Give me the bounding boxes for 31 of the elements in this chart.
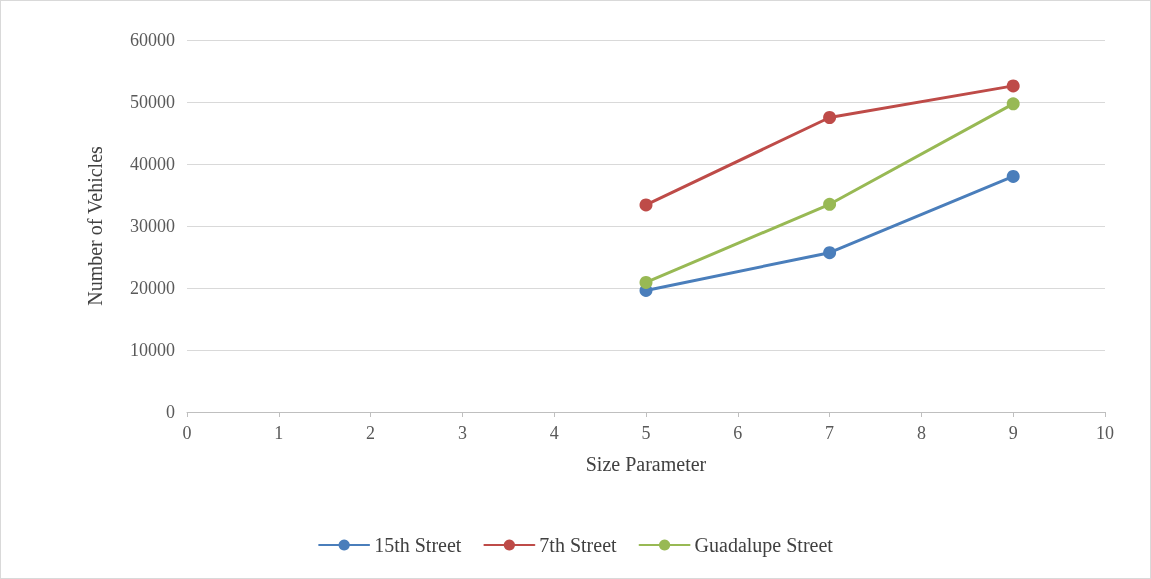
y-tick-label: 40000 [130,154,175,174]
y-tick-label: 50000 [130,92,175,112]
legend-label: 7th Street [539,534,618,556]
point [1006,97,1020,111]
y-tick-label: 10000 [130,340,175,360]
point [1006,79,1020,93]
x-tick-label: 2 [366,423,376,443]
legend-label: Guadalupe Street [694,534,834,557]
point [823,246,837,260]
x-tick-label: 1 [274,423,284,443]
y-tick-label: 30000 [130,216,175,236]
x-tick-label: 7 [825,423,835,443]
point [823,111,837,124]
legend-label: 15th Street [374,534,462,556]
point [639,275,653,289]
point [1006,169,1020,183]
x-tick-label: 8 [916,423,926,443]
y-tick-label: 60000 [130,30,175,50]
y-tick-label: 20000 [130,278,175,298]
x-tick-label: 4 [549,423,559,443]
x-tick-label: 3 [457,423,467,443]
x-axis-title: Size Parameter [585,453,707,475]
x-tick-label: 5 [641,423,651,443]
x-tick-label: 9 [1008,423,1018,443]
x-tick-label: 0 [182,423,192,443]
y-axis-title: Number of Vehicles [84,145,106,306]
x-tick-label: 10 [1096,423,1114,443]
point [823,197,837,211]
x-tick-label: 6 [733,423,743,443]
y-tick-label: 0 [166,402,175,422]
point [639,198,653,212]
